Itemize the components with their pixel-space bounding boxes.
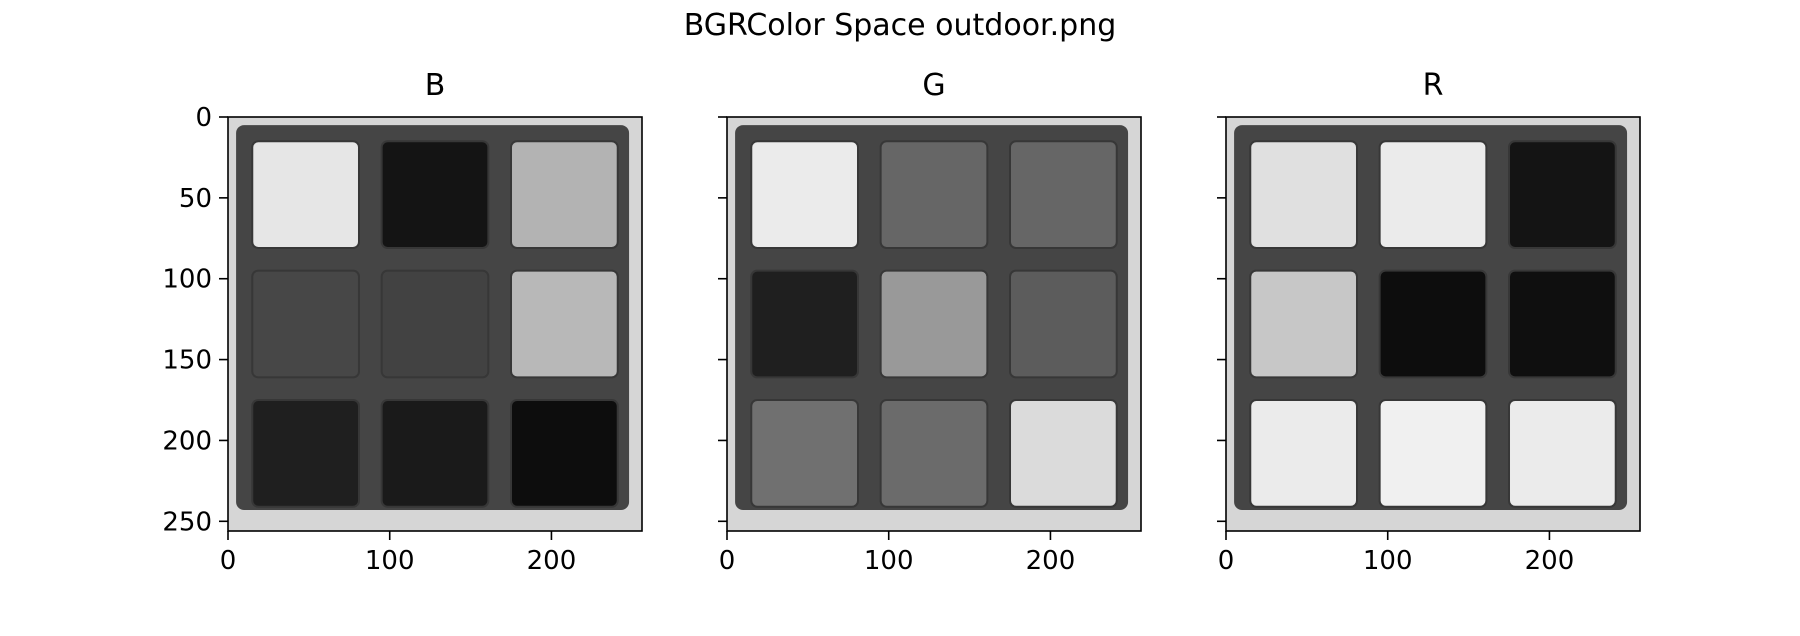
cube-tile	[1378, 140, 1488, 249]
x-tick-label: 0	[220, 546, 237, 576]
y-tick-label: 0	[195, 103, 212, 133]
image-panel-r: 0 100 200	[1217, 116, 1641, 576]
x-tick-label: 200	[1026, 546, 1076, 576]
y-tick-label: 150	[162, 346, 212, 376]
cube-tile	[1249, 269, 1358, 379]
panel-title-b: B	[424, 68, 446, 103]
cube-tile	[879, 269, 989, 379]
cube-tile	[510, 399, 619, 508]
cube-tile	[380, 399, 490, 508]
panel-title-g: G	[922, 68, 946, 103]
cube-tile	[510, 269, 619, 379]
image-panel-g: 0 100 200	[718, 116, 1142, 576]
cube-tile	[1508, 269, 1617, 379]
x-tick-label: 100	[1363, 546, 1413, 576]
cube-tile	[1009, 140, 1118, 249]
cube-tile	[1249, 140, 1358, 249]
cube-tile	[1378, 269, 1488, 379]
y-tick-label: 200	[162, 426, 212, 456]
cube-tile	[879, 140, 989, 249]
cube-tile	[251, 269, 360, 379]
cube-tile	[1009, 399, 1118, 508]
axes-frame	[726, 116, 1142, 532]
axes-frame	[227, 116, 643, 532]
y-tick-label: 250	[162, 507, 212, 537]
x-tick-label: 100	[365, 546, 415, 576]
cube-tile	[750, 399, 859, 508]
cube-tile	[510, 140, 619, 249]
figure-title: BGRColor Space outdoor.png	[683, 8, 1117, 43]
cube-tile	[251, 140, 360, 249]
x-tick-label: 0	[719, 546, 736, 576]
x-tick-label: 100	[864, 546, 914, 576]
y-tick-label: 100	[162, 265, 212, 295]
image-panel-b: 0 100 200 0 50 100 150 200 250	[162, 103, 643, 576]
cube-tile	[750, 140, 859, 249]
cube-tile	[1249, 399, 1358, 508]
y-tick-label: 50	[179, 184, 212, 214]
x-tick-label: 200	[1525, 546, 1575, 576]
cube-tile	[1009, 269, 1118, 379]
panel-title-r: R	[1422, 68, 1444, 103]
cube-tile	[251, 399, 360, 508]
cube-tile	[750, 269, 859, 379]
cube-tile	[1378, 399, 1488, 508]
cube-tile	[1508, 399, 1617, 508]
x-tick-label: 0	[1218, 546, 1235, 576]
cube-tile	[879, 399, 989, 508]
cube-tile	[380, 140, 490, 249]
cube-tile	[380, 269, 490, 379]
cube-tile	[1508, 140, 1617, 249]
axes-frame	[1225, 116, 1641, 532]
x-tick-label: 200	[527, 546, 577, 576]
